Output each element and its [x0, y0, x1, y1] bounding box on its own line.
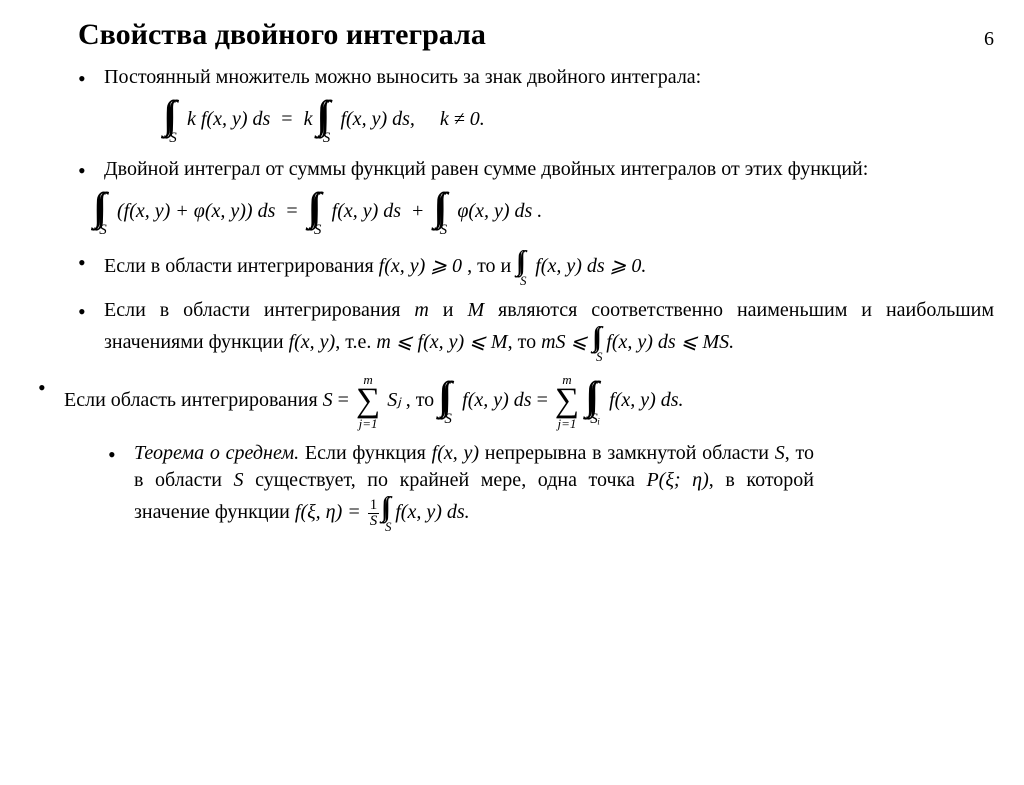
item-text: Если функция	[299, 442, 432, 464]
item-text: , то	[508, 331, 541, 353]
item-text: существует, по крайней мере, одна точка	[244, 469, 647, 491]
math-text: f(x, y) ds,	[340, 108, 414, 130]
math-text: k	[304, 108, 313, 130]
math-text: f(x, y) ds.	[395, 501, 469, 523]
double-integral-icon: ∫∫S	[594, 324, 604, 363]
math-text: M	[467, 299, 484, 321]
math-text: m ⩽ f(x, y) ⩽ M	[376, 331, 507, 353]
math-text: S	[775, 442, 785, 464]
equals: =	[537, 389, 553, 411]
property-item: Если область интегрирования S = m ∑ j=1 …	[38, 373, 994, 430]
item-text: Постоянный множитель можно выносить за з…	[104, 66, 701, 88]
math-text: (f(x, y) + φ(x, y)) ds	[117, 200, 275, 222]
item-text: , т.е.	[335, 331, 376, 353]
double-integral-icon: ∫∫S	[96, 187, 110, 238]
double-integral-icon: ∫∫S	[311, 187, 325, 238]
item-text: , то	[406, 389, 439, 411]
math-text: S	[323, 389, 333, 411]
double-integral-icon: ∫∫S	[436, 187, 450, 238]
math-text: f(ξ, η) =	[295, 501, 366, 523]
sum-icon: m ∑ j=1	[555, 373, 579, 430]
math-text: φ(x, y) ds .	[457, 200, 542, 222]
double-integral-icon: ∫∫Sᵢ	[588, 376, 602, 427]
double-integral-icon: ∫∫S	[383, 494, 393, 533]
math-text: S	[234, 469, 244, 491]
math-text: m	[414, 299, 428, 321]
math-text: f(x, y)	[289, 331, 336, 353]
item-text: Если в области интегрирования	[104, 255, 379, 277]
double-integral-icon: ∫∫S	[441, 376, 455, 427]
property-item: Постоянный множитель можно выносить за з…	[78, 64, 994, 146]
double-integral-icon: ∫∫S	[518, 248, 528, 287]
item-text: , то и	[467, 255, 516, 277]
math-text: f(x, y) ds	[606, 331, 675, 353]
math-text: f(x, y) ⩾ 0	[379, 255, 462, 277]
math-text: P(ξ; η)	[646, 469, 708, 491]
math-text: f(x, y) ds	[462, 389, 531, 411]
theorem-name: Теорема о среднем.	[134, 442, 299, 464]
properties-list: Постоянный множитель можно выносить за з…	[78, 64, 994, 533]
math-text: ⩽ MS.	[676, 331, 734, 353]
math-text: f(x, y) ds	[332, 200, 401, 222]
plus: +	[412, 200, 423, 222]
formula: ∫∫ S k f(x, y) ds = k ∫∫ S f(x, y) ds, k…	[164, 95, 994, 146]
property-item: Двойной интеграл от суммы функций равен …	[78, 156, 994, 238]
item-text: Двойной интеграл от суммы функций равен …	[104, 158, 868, 180]
sum-icon: m ∑ j=1	[356, 373, 380, 430]
page-title: Свойства двойного интеграла	[78, 18, 1024, 52]
math-text: f(x, y) ds ⩾ 0.	[535, 255, 646, 277]
math-text: Sⱼ	[387, 389, 401, 411]
equals: =	[281, 108, 292, 130]
item-text: и	[429, 299, 468, 321]
double-integral-icon: ∫∫ S	[319, 95, 333, 146]
math-text: mS ⩽	[541, 331, 592, 353]
item-text: Если в области интегрирования	[104, 299, 414, 321]
item-text: непрерывна в замкнутой области	[479, 442, 775, 464]
math-text: f(x, y) ds.	[609, 389, 683, 411]
equals: =	[338, 389, 354, 411]
double-integral-icon: ∫∫ S	[166, 95, 180, 146]
property-item: Если в области интегрирования m и M явля…	[78, 297, 994, 363]
page-number: 6	[984, 28, 994, 51]
item-text: Если область интегрирования	[64, 389, 323, 411]
fraction: 1S	[368, 498, 380, 529]
property-item: Если в области интегрирования f(x, y) ⩾ …	[78, 248, 994, 287]
equals: =	[286, 200, 297, 222]
property-item: Теорема о среднем. Если функция f(x, y) …	[108, 440, 814, 533]
math-text: k f(x, y) ds	[187, 108, 270, 130]
formula: ∫∫S (f(x, y) + φ(x, y)) ds = ∫∫S f(x, y)…	[94, 187, 994, 238]
math-text: k ≠ 0.	[440, 108, 485, 130]
math-text: f(x, y)	[432, 442, 479, 464]
